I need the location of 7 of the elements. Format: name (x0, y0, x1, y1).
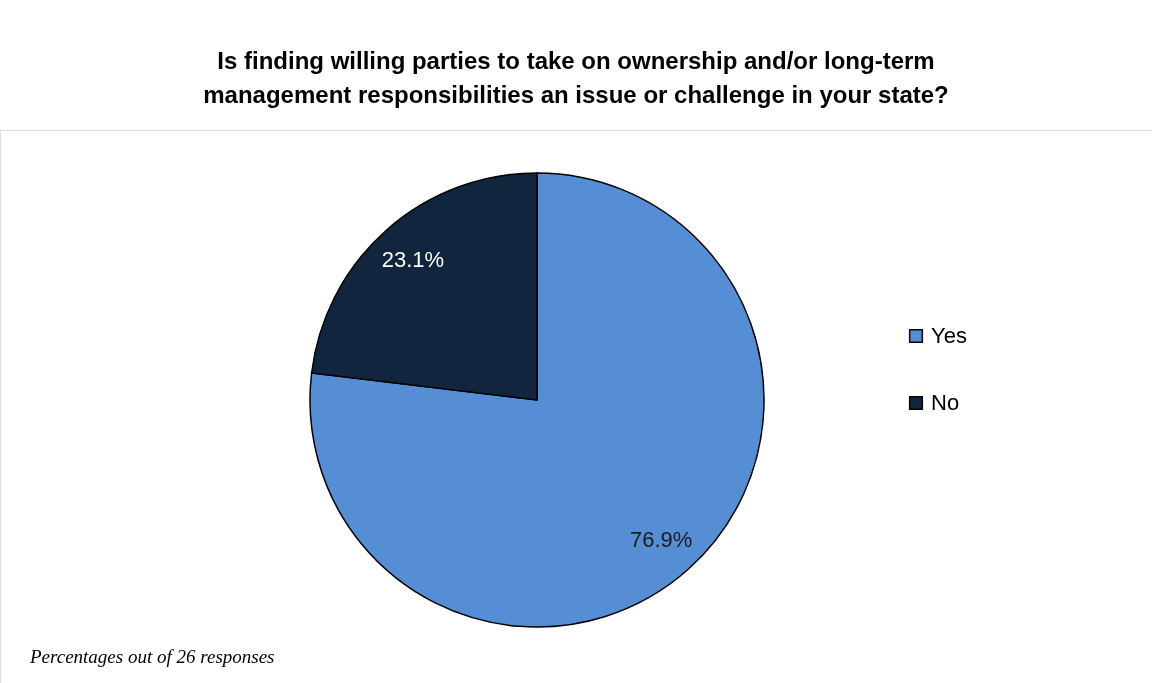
legend-label: Yes (931, 323, 967, 348)
pie-slice (309, 172, 765, 628)
legend-label: No (931, 390, 960, 415)
chart-title: Is finding willing parties to take on ownership and/or long-term management responsibilities an issue or challenge in your state? (203, 47, 949, 108)
data-label: 23.1% (381, 247, 445, 273)
text: Percentages out of 26 responses (29, 646, 275, 667)
data-label: 76.9% (629, 526, 693, 552)
